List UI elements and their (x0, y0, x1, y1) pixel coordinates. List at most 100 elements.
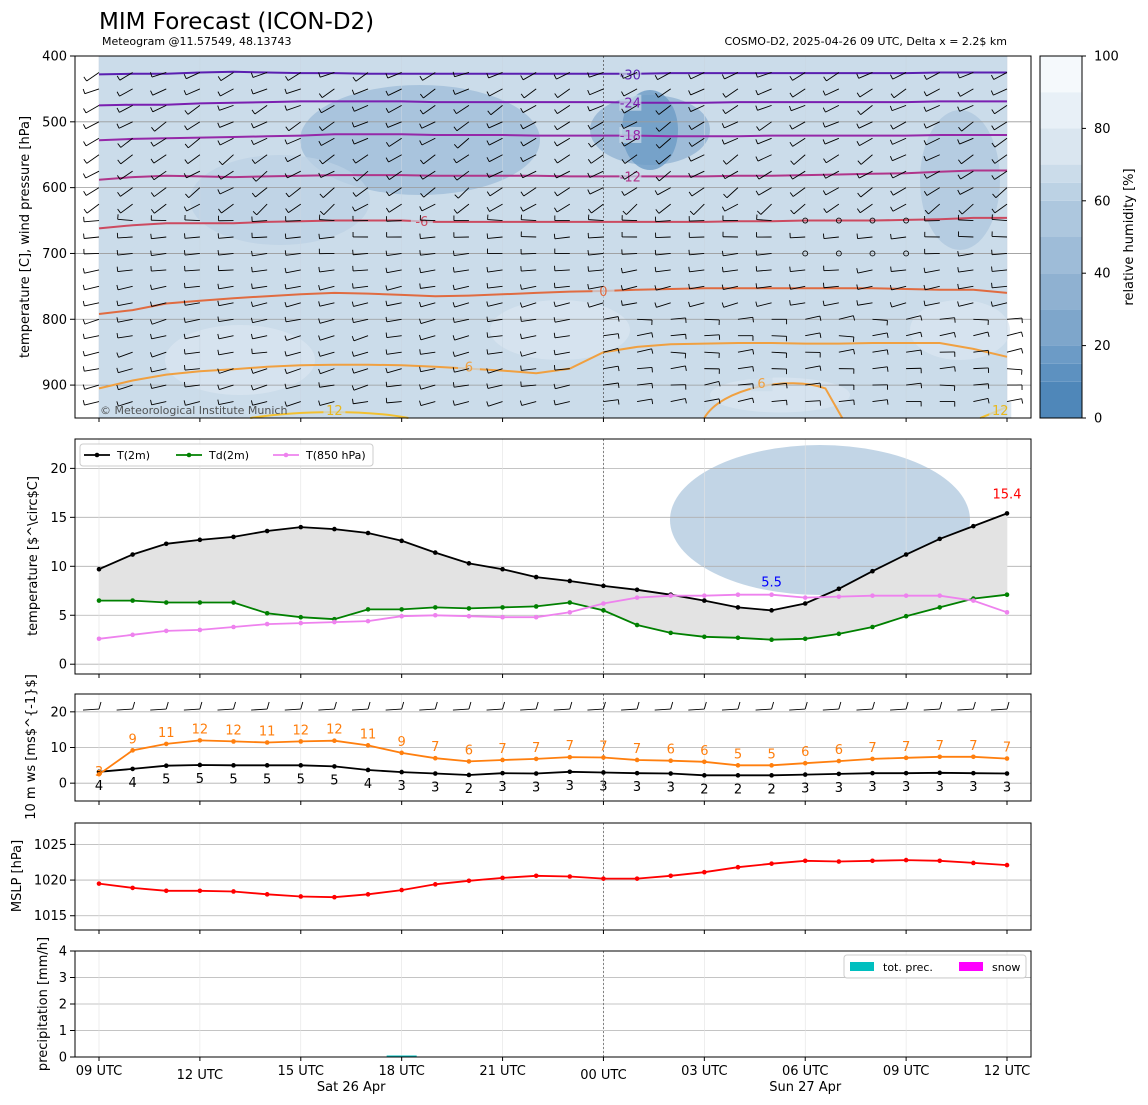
wind-barb-shaft (659, 137, 671, 149)
wind-barb-flag (554, 158, 558, 164)
wind-barb-flag (250, 368, 254, 374)
isotherm-label: -6 (415, 215, 428, 230)
wind-barb-shaft (624, 187, 638, 196)
wind-barb-flag (923, 267, 926, 273)
wind-barb-flag (217, 333, 220, 339)
wind-barb-flag (150, 301, 153, 307)
wind-barb-flag (689, 210, 694, 215)
wind-barb-flag (857, 110, 862, 115)
surface-wind-barb (957, 708, 974, 711)
wind-barb-shaft (926, 88, 940, 97)
series-point (365, 892, 371, 897)
wind-barb-shaft (353, 384, 369, 391)
wind-barb-flag (1021, 348, 1024, 354)
isotherm-label-bg (619, 94, 642, 111)
wind-barb-flag (217, 250, 220, 256)
wind-barb-flag (823, 76, 827, 82)
wind-barb-flag (82, 268, 85, 274)
wind-barb-calm (869, 250, 876, 257)
series-point (500, 614, 505, 620)
wind-barb-shaft (658, 88, 671, 98)
ytick-label: 0 (59, 658, 67, 673)
wind-barb-shaft (286, 302, 301, 308)
series-point (332, 738, 337, 744)
wind-barb-flag (923, 190, 928, 196)
wind-barb-flag (385, 122, 389, 128)
wind-barb-flag (823, 158, 827, 164)
wind-barb-shaft (454, 72, 470, 78)
wind-barb-shaft (353, 335, 369, 342)
wind-barb-shaft (420, 368, 436, 373)
wind-barb-shaft (454, 285, 470, 291)
wind-barb-flag (857, 160, 862, 165)
wind-barb-shaft (771, 335, 787, 337)
wind-barb-flag (621, 191, 625, 196)
mean-wind-label: 3 (532, 781, 540, 796)
wind-barb-flag (318, 351, 321, 357)
surface-wind-barb-flag (434, 701, 438, 710)
wind-barb-shaft (588, 302, 604, 308)
wind-barb-flag (150, 233, 152, 239)
wind-barb-shaft (591, 137, 604, 148)
surface-wind-barb-flag (502, 701, 505, 710)
wind-barb-shaft (521, 318, 537, 322)
wind-barb-flag (250, 333, 253, 339)
colorbar-cell (1040, 309, 1082, 346)
wind-barb-shaft (555, 302, 570, 307)
series-point (130, 766, 135, 772)
series-point (466, 772, 472, 778)
wind-barb-shaft (184, 285, 200, 289)
wind-barb-flag (520, 173, 524, 178)
wind-barb-shaft (319, 401, 335, 406)
isotherm-contours: -30 -24 -18 -12 -6 0 6 6 12 12 (98, 66, 1012, 419)
wind-barb-shaft (622, 302, 638, 306)
wind-barb-flag (654, 302, 657, 308)
wind-barb-shaft (857, 236, 873, 239)
wind-barb-flag (520, 284, 522, 290)
wind-barb-flag (755, 139, 759, 145)
wind-barb-flag (856, 208, 861, 213)
series-point (702, 634, 707, 640)
wind-barb-shaft (387, 88, 402, 96)
wind-barb-shaft (637, 398, 652, 402)
series-point (735, 605, 741, 610)
gust-label: 6 (700, 744, 708, 759)
wind-barb-shaft (151, 384, 167, 389)
wind-barb-flag (83, 108, 87, 114)
wind-barb-flag (621, 159, 626, 164)
wind-barb-shaft (859, 203, 873, 214)
series-point (1004, 771, 1010, 776)
wind-barb-shaft (488, 72, 503, 79)
series-point (567, 578, 573, 584)
surface-wind-barb-flag (165, 701, 169, 710)
wind-barb-shaft (603, 333, 619, 337)
wind-barb-flag (953, 332, 956, 338)
wind-barb-flag (990, 90, 994, 96)
wind-barb-shaft (995, 187, 1008, 199)
wind-barb-shaft (218, 253, 234, 256)
precipitation-bars (386, 1055, 417, 1057)
wind-barb-flag (284, 335, 287, 341)
wind-barb-flag (352, 158, 357, 164)
wind-barb-shaft (825, 187, 840, 196)
wind-barb-flag (923, 156, 927, 161)
wind-barb-flag (150, 209, 155, 214)
wind-barb-shaft (823, 236, 839, 239)
wind-barb-shaft (488, 368, 503, 374)
wind-barb-flag (958, 126, 962, 132)
wind-barb-shaft (184, 351, 200, 355)
wind-barb-flag (82, 88, 86, 94)
wind-barb-shaft (603, 382, 619, 386)
wind-barb-flag (351, 106, 355, 112)
wind-barb-shaft (218, 401, 234, 405)
wind-barb-flag (251, 139, 254, 145)
xtick-label: 15 UTC (278, 1064, 324, 1079)
wind-barb-shaft (704, 334, 720, 337)
surface-wind-barb-flag (804, 701, 808, 710)
wind-barb-shaft (487, 269, 503, 273)
wind-barb-flag (150, 175, 155, 181)
isotherm-label: -30 (620, 68, 641, 83)
series-point (601, 876, 606, 881)
wind-barb-shaft (254, 154, 268, 164)
wind-barb-flag (822, 190, 827, 196)
